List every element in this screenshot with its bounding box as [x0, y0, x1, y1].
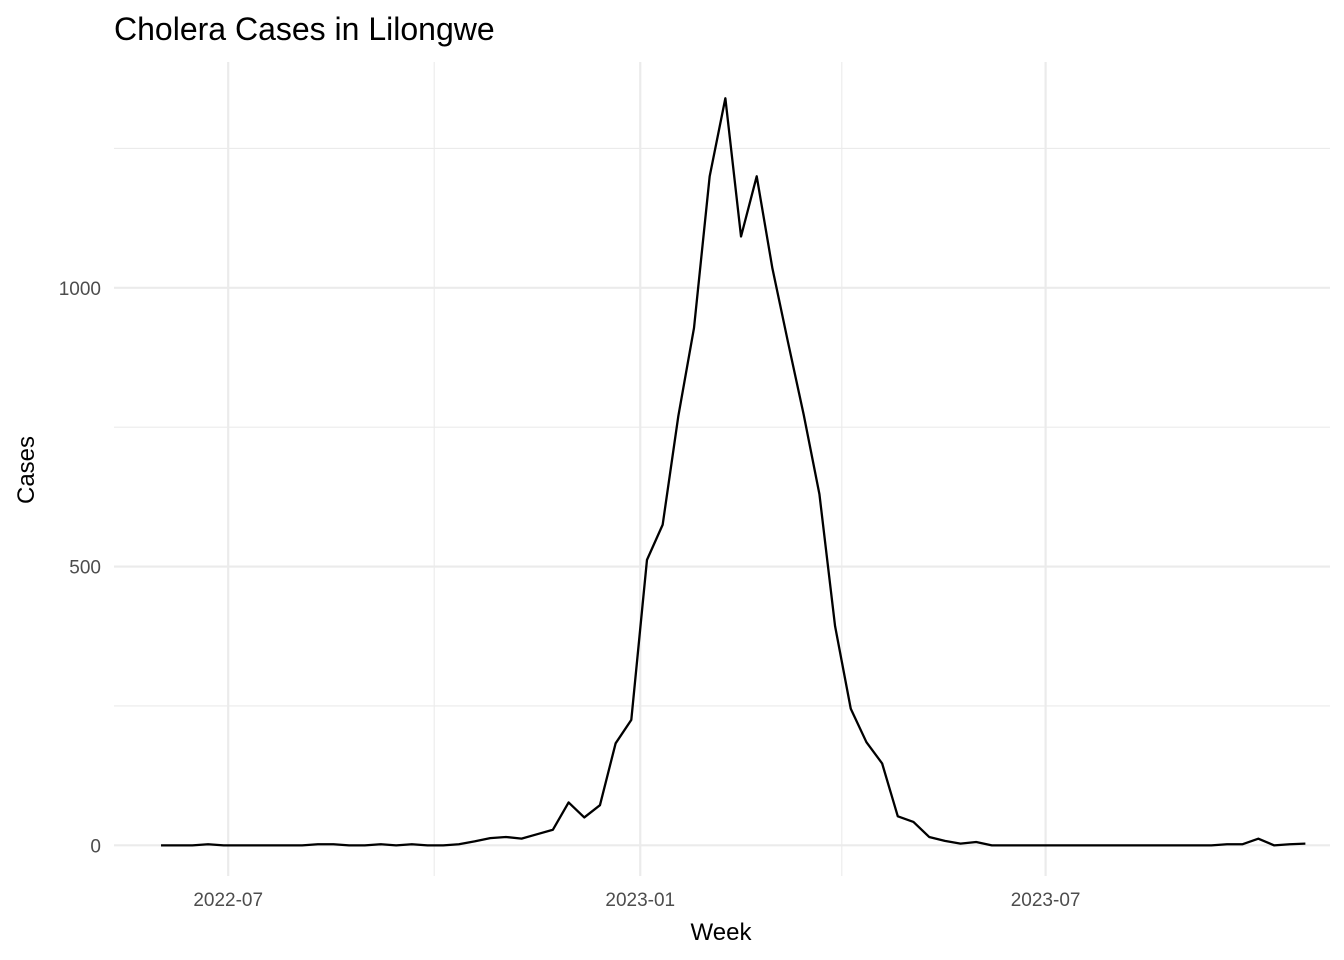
x-tick-label: 2023-07: [1011, 890, 1081, 911]
x-tick-label: 2023-01: [605, 890, 675, 911]
x-axis-title: Week: [691, 919, 753, 946]
series-line: [161, 97, 1306, 847]
y-tick-label: 1000: [59, 279, 101, 300]
y-tick-label: 500: [69, 558, 101, 579]
minor-gridlines: [114, 62, 1330, 876]
x-tick-label: 2022-07: [193, 890, 263, 911]
y-axis-tick-labels: 0 500 1000: [59, 279, 101, 858]
y-tick-label: 0: [90, 836, 101, 857]
chart-title: Cholera Cases in Lilongwe: [114, 11, 495, 47]
x-axis-tick-labels: 2022-07 2023-01 2023-07: [193, 890, 1080, 911]
major-gridlines: [114, 62, 1330, 876]
series-layer: [161, 97, 1306, 847]
y-axis-title: Cases: [13, 436, 40, 504]
